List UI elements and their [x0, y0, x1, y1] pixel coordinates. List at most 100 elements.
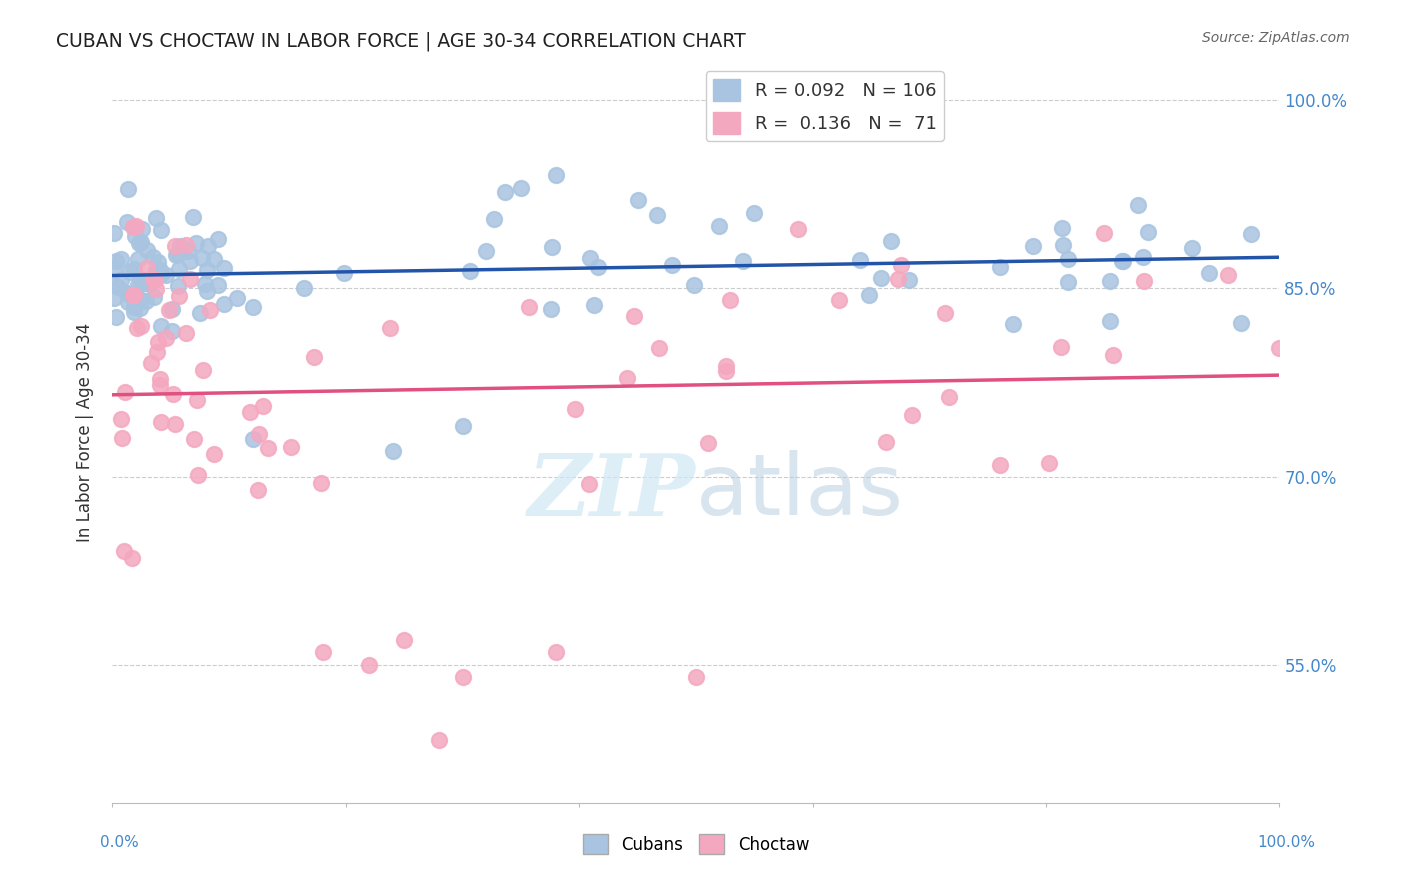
Point — [714, 359, 737, 374]
Point — [517, 300, 540, 314]
Point — [159, 302, 181, 317]
Point — [1111, 253, 1133, 268]
Point — [828, 293, 851, 308]
Point — [1181, 241, 1204, 255]
Point — [938, 390, 960, 404]
Point — [129, 235, 152, 249]
Point — [121, 287, 143, 301]
Point — [174, 238, 197, 252]
Point — [247, 427, 270, 442]
Point — [627, 194, 650, 208]
Point — [849, 253, 872, 268]
Point — [645, 208, 668, 222]
Point — [207, 278, 229, 293]
Point — [1198, 266, 1220, 280]
Point — [239, 405, 262, 419]
Point — [115, 285, 138, 300]
Point — [150, 223, 173, 237]
Point — [1126, 198, 1149, 212]
Point — [1230, 316, 1253, 330]
Point — [214, 297, 236, 311]
Point — [540, 301, 562, 316]
Point — [195, 284, 218, 298]
Point — [181, 210, 204, 224]
Point — [165, 417, 187, 431]
Point — [169, 239, 191, 253]
Point — [901, 408, 924, 422]
Point — [190, 252, 212, 266]
Point — [117, 182, 139, 196]
Point — [110, 272, 132, 286]
Point — [207, 232, 229, 246]
Point — [256, 442, 278, 456]
Point — [117, 214, 139, 228]
Point — [280, 440, 302, 454]
Point — [191, 362, 214, 376]
Point — [141, 356, 163, 370]
Point — [167, 289, 190, 303]
Point — [110, 252, 132, 267]
Point — [122, 262, 145, 277]
Point — [149, 415, 172, 429]
Text: Source: ZipAtlas.com: Source: ZipAtlas.com — [1202, 31, 1350, 45]
Point — [1132, 250, 1154, 264]
Point — [451, 670, 474, 684]
Point — [586, 260, 609, 274]
Point — [718, 293, 741, 308]
Point — [110, 412, 132, 426]
Point — [103, 226, 125, 240]
Point — [623, 309, 645, 323]
Point — [1052, 237, 1074, 252]
Point — [509, 181, 531, 195]
Point — [179, 272, 201, 286]
Point — [135, 293, 157, 308]
Point — [661, 258, 683, 272]
Point — [127, 277, 149, 292]
Point — [202, 447, 225, 461]
Point — [149, 263, 172, 277]
Point — [458, 264, 481, 278]
Point — [166, 278, 188, 293]
Point — [124, 228, 146, 243]
Point — [163, 239, 186, 253]
Point — [886, 272, 908, 286]
Point — [381, 444, 404, 458]
Point — [167, 262, 190, 277]
Point — [1022, 239, 1045, 253]
Point — [197, 239, 219, 253]
Point — [1216, 268, 1239, 282]
Point — [1002, 318, 1025, 332]
Point — [128, 235, 150, 250]
Point — [124, 304, 146, 318]
Point — [183, 432, 205, 446]
Point — [1240, 227, 1263, 241]
Point — [105, 310, 128, 324]
Point — [242, 300, 264, 314]
Point — [146, 344, 169, 359]
Point — [858, 288, 880, 302]
Point — [146, 254, 169, 268]
Point — [494, 185, 516, 199]
Point — [125, 219, 148, 234]
Point — [186, 468, 208, 483]
Point — [744, 206, 766, 220]
Point — [934, 306, 956, 320]
Point — [129, 277, 152, 291]
Point — [198, 303, 221, 318]
Point — [394, 632, 416, 647]
Point — [696, 436, 718, 450]
Point — [731, 254, 754, 268]
Point — [541, 240, 564, 254]
Point — [202, 252, 225, 266]
Point — [292, 280, 315, 294]
Point — [129, 293, 152, 307]
Point — [127, 321, 149, 335]
Point — [880, 234, 903, 248]
Point — [709, 219, 731, 233]
Point — [117, 287, 139, 301]
Point — [143, 273, 166, 287]
Point — [683, 278, 706, 293]
Point — [188, 306, 211, 320]
Y-axis label: In Labor Force | Age 30-34: In Labor Force | Age 30-34 — [76, 323, 94, 542]
Point — [174, 326, 197, 340]
